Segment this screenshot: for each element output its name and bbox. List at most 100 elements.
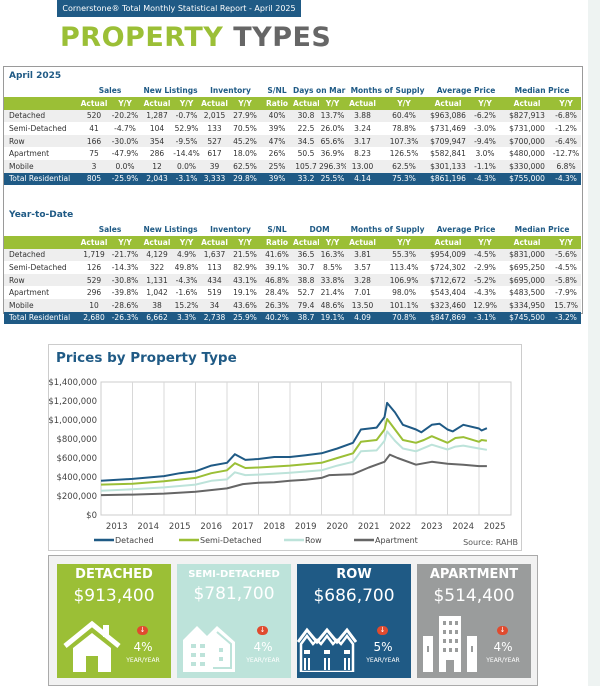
column-subheader: Actual bbox=[346, 97, 380, 110]
table-cell: $847,869 bbox=[429, 311, 468, 325]
table-cell: 25% bbox=[261, 159, 294, 173]
column-subheader: Ratio bbox=[261, 236, 294, 249]
table-row: Detached 520 -20.2% 1,287 -0.7% 2,015 27.9% 40%… bbox=[4, 109, 582, 123]
table-cell: -5.8% bbox=[551, 273, 582, 287]
table-cell: 34.5 bbox=[293, 134, 320, 148]
table-row: Mobile 3 0.0% 12 0.0% 39 62.5% 25% 105.7 296.3% 13… bbox=[4, 159, 582, 173]
column-group-header: Average Price bbox=[436, 86, 496, 95]
table-row: Mobile 10 -28.6% 38 15.2% 34 43.6% 26.3% 79.4 48.… bbox=[4, 298, 582, 312]
table-cell: 3.28 bbox=[346, 273, 380, 287]
table-cell: -20.2% bbox=[109, 109, 141, 123]
table-cell: 520 bbox=[79, 109, 109, 123]
table-cell: -4.3% bbox=[173, 273, 201, 287]
y-tick-label: $400,000 bbox=[56, 473, 97, 483]
table-cell: 286 bbox=[149, 149, 165, 159]
table-cell: 113.4% bbox=[389, 262, 419, 272]
table-cell: -2.9% bbox=[474, 262, 496, 272]
page-title-part1: PROPERTY bbox=[60, 22, 224, 53]
table-cell: 3.24 bbox=[354, 123, 371, 133]
table-cell: 4.14 bbox=[346, 172, 380, 186]
table-cell: 41 bbox=[89, 123, 99, 133]
table-cell: 21.5% bbox=[229, 248, 262, 262]
table-cell: 13.7% bbox=[319, 109, 347, 123]
row-label: Row bbox=[4, 134, 79, 148]
table-cell: $543,404 bbox=[430, 288, 466, 298]
x-tick-label: 2014 bbox=[137, 522, 159, 532]
column-subheader: Y/Y bbox=[173, 236, 201, 249]
table-cell: 3.57 bbox=[354, 262, 371, 272]
table-cell: -25.9% bbox=[109, 172, 141, 186]
column-group-header: Average Price bbox=[436, 225, 496, 234]
table-cell: 6.8% bbox=[551, 159, 582, 173]
table-cell: $861,196 bbox=[429, 172, 468, 186]
column-subheader: Y/Y bbox=[109, 236, 141, 249]
column-subheader: Actual bbox=[141, 236, 173, 249]
table-cell: 55.3% bbox=[379, 248, 430, 262]
card-detached: DETACHED $913,400 ↓ 4% YEAR/YEAR bbox=[57, 564, 171, 678]
down-arrow-icon: ↓ bbox=[137, 626, 148, 635]
table-cell: 75 bbox=[89, 149, 99, 159]
table-cell: -6.2% bbox=[467, 109, 504, 123]
row-label: Detached bbox=[4, 109, 79, 123]
table-cell: 98.0% bbox=[392, 288, 416, 298]
column-group-header: Sales bbox=[98, 86, 122, 95]
legend-label: Apartment bbox=[375, 536, 418, 545]
x-tick-label: 2017 bbox=[232, 522, 254, 532]
table-cell: 13.50 bbox=[346, 298, 380, 312]
table-cell: 39 bbox=[200, 159, 230, 173]
table-cell: 296.3% bbox=[319, 159, 347, 173]
series-line-row bbox=[100, 430, 488, 492]
down-arrow-icon: ↓ bbox=[257, 626, 268, 635]
table-cell: 41.6% bbox=[261, 248, 294, 262]
row-label: Apartment bbox=[9, 149, 50, 159]
table-cell: -30.0% bbox=[109, 134, 141, 148]
column-subheader: Actual bbox=[79, 97, 109, 110]
table-cell: 70.5% bbox=[233, 123, 257, 133]
table-cell: 15.7% bbox=[551, 298, 582, 312]
blank-cell bbox=[4, 84, 79, 97]
x-tick-label: 2022 bbox=[389, 522, 411, 532]
table-cell: $731,469 bbox=[430, 123, 466, 133]
table-cell: -7.9% bbox=[555, 288, 577, 298]
column-subheader: Y/Y bbox=[319, 236, 347, 249]
x-tick-label: 2019 bbox=[295, 522, 317, 532]
column-subheader: Y/Y bbox=[467, 236, 504, 249]
table-cell: 36.9% bbox=[320, 149, 345, 159]
blank-cell bbox=[4, 223, 79, 236]
table-cell: 126.5% bbox=[389, 149, 419, 159]
table-cell: 39% bbox=[268, 123, 286, 133]
table-cell: 4.9% bbox=[173, 248, 201, 262]
table-cell: 105.7 bbox=[293, 159, 320, 173]
table-cell: $724,302 bbox=[430, 262, 466, 272]
table-cell: 25.9% bbox=[229, 311, 262, 325]
table-cell: 26.0% bbox=[320, 123, 345, 133]
y-tick-label: $1,200,000 bbox=[49, 397, 97, 407]
table-cell: -4.3% bbox=[474, 288, 496, 298]
table-cell: $334,950 bbox=[503, 298, 552, 312]
x-tick-label: 2013 bbox=[106, 522, 128, 532]
table-cell: -9.5% bbox=[173, 134, 201, 148]
table-cell: 65.6% bbox=[319, 134, 347, 148]
card-period: YEAR/YEAR bbox=[126, 657, 160, 664]
card-row: ROW $686,700 ↓ 5% YEAR/YEAR bbox=[297, 564, 411, 678]
table-cell: $695,250 bbox=[509, 262, 545, 272]
column-subheader: Actual bbox=[293, 236, 320, 249]
row-label: Row bbox=[4, 273, 79, 287]
table-cell: -3.1% bbox=[467, 311, 504, 325]
table-cell: 1,131 bbox=[141, 273, 173, 287]
card-price: $514,400 bbox=[433, 586, 515, 606]
section-title-april: April 2025 bbox=[9, 71, 62, 81]
table-cell: 39.1% bbox=[265, 262, 289, 272]
total-row: Total Residential 805 -25.9% 2,043 -3.1% 3,33… bbox=[4, 172, 582, 186]
table-cell: -47.9% bbox=[111, 149, 139, 159]
table-cell: 101.1% bbox=[379, 298, 430, 312]
table-cell: 10 bbox=[79, 298, 109, 312]
table-cell: 7.01 bbox=[354, 288, 371, 298]
table-cell: 70.8% bbox=[379, 311, 430, 325]
table-cell: $755,000 bbox=[503, 172, 552, 186]
legend-label: Detached bbox=[115, 536, 154, 545]
table-cell: 434 bbox=[200, 273, 230, 287]
table-cell: 3,333 bbox=[200, 172, 230, 186]
table-cell: 62.5% bbox=[229, 159, 262, 173]
column-subheader: Y/Y bbox=[109, 97, 141, 110]
